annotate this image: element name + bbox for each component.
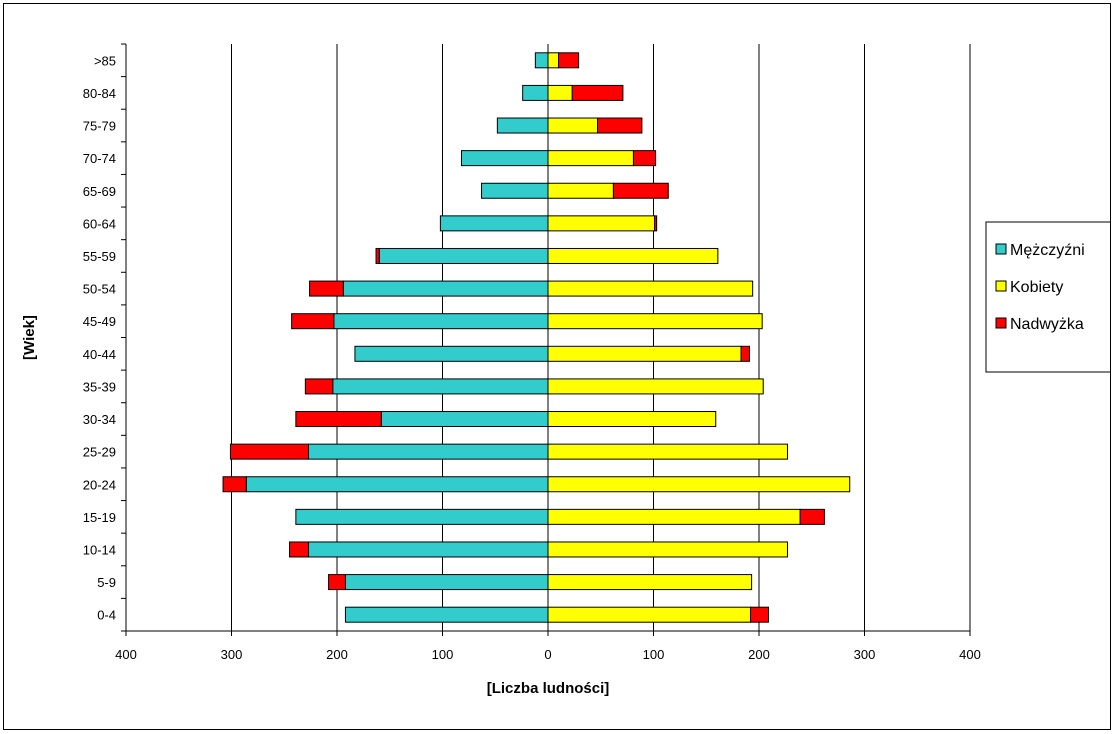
y-tick-label: 50-54 — [83, 282, 116, 297]
bar-surplus-30-34 — [296, 412, 381, 427]
y-tick-label: 20-24 — [83, 477, 116, 492]
legend-label-2: Nadwyżka — [1010, 316, 1084, 333]
bar-surplus-70-74 — [633, 151, 655, 166]
y-tick-label: 60-64 — [83, 216, 116, 231]
y-axis-title: [Wiek] — [21, 315, 38, 360]
bar-women-70-74 — [548, 151, 633, 166]
bar-surplus-75-79 — [598, 118, 642, 133]
bar-men-0-4 — [345, 607, 548, 622]
y-tick-label: >85 — [94, 53, 116, 68]
x-tick-label: 0 — [544, 647, 551, 662]
bar-surplus-35-39 — [305, 379, 332, 394]
legend-swatch-2 — [996, 318, 1006, 328]
bar-women-35-39 — [548, 379, 763, 394]
bar-women-55-59 — [548, 248, 718, 263]
bar-men-30-34 — [381, 412, 548, 427]
bar-men-20-24 — [246, 477, 548, 492]
bar-women-60-64 — [548, 216, 655, 231]
chart-frame: 400 300 200 100 0 100 200 300 400 0-4 5-9 10-14 15-1… — [3, 3, 1111, 730]
bar-surplus-50-54 — [310, 281, 344, 296]
bar-surplus-60-64 — [655, 216, 657, 231]
bar-women-30-34 — [548, 412, 716, 427]
x-tick-label: 400 — [115, 647, 137, 662]
bar-men-75-79 — [497, 118, 548, 133]
y-tick-label: 70-74 — [83, 151, 116, 166]
y-tick-label: 35-39 — [83, 379, 116, 394]
x-tick-label: 200 — [748, 647, 770, 662]
bar-women-15-19 — [548, 509, 800, 524]
bar-women-45-49 — [548, 314, 762, 329]
x-tick-label: 100 — [432, 647, 454, 662]
bar-women-25-29 — [548, 444, 787, 459]
x-axis-title: [Liczba ludności] — [487, 680, 610, 697]
bar-women-40-44 — [548, 346, 741, 361]
y-tick-label: 5-9 — [97, 575, 116, 590]
y-tick-label: 0-4 — [97, 608, 116, 623]
bar-men-15-19 — [296, 509, 548, 524]
bar-men-40-44 — [355, 346, 548, 361]
bar-men-45-49 — [334, 314, 548, 329]
bar-men-5-9 — [345, 575, 548, 590]
bar-surplus-0-4 — [751, 607, 769, 622]
bar-surplus-20-24 — [223, 477, 246, 492]
legend-label-0: Mężczyźni — [1010, 242, 1085, 259]
bar-surplus-10-14 — [290, 542, 309, 557]
y-tick-label: 75-79 — [83, 119, 116, 134]
legend: Mężczyźni Kobiety Nadwyżka — [986, 222, 1110, 372]
bar-women-0-4 — [548, 607, 751, 622]
bar-men-70-74 — [461, 151, 548, 166]
x-tick-label: 300 — [221, 647, 243, 662]
y-tick-label: 25-29 — [83, 445, 116, 460]
population-pyramid-chart: 400 300 200 100 0 100 200 300 400 0-4 5-9 10-14 15-1… — [4, 4, 1110, 729]
bar-women-20-24 — [548, 477, 850, 492]
legend-label-1: Kobiety — [1010, 279, 1063, 296]
bar-men-60-64 — [440, 216, 548, 231]
x-tick-label: 200 — [326, 647, 348, 662]
x-tick-label: 300 — [854, 647, 876, 662]
legend-swatch-0 — [996, 244, 1006, 254]
bar-surplus-15-19 — [800, 509, 824, 524]
legend-swatch-1 — [996, 281, 1006, 291]
bar-men->85 — [535, 53, 548, 68]
bar-women->85 — [548, 53, 559, 68]
y-tick-label: 30-34 — [83, 412, 116, 427]
x-tick-label: 100 — [643, 647, 665, 662]
bar-men-65-69 — [482, 183, 548, 198]
bar-men-10-14 — [309, 542, 548, 557]
y-tick-label: 80-84 — [83, 86, 116, 101]
bar-surplus-45-49 — [292, 314, 334, 329]
bar-women-5-9 — [548, 575, 752, 590]
bar-surplus->85 — [559, 53, 579, 68]
bar-men-50-54 — [343, 281, 548, 296]
y-tick-label: 65-69 — [83, 184, 116, 199]
y-tick-label: 55-59 — [83, 249, 116, 264]
bar-men-35-39 — [333, 379, 548, 394]
bar-surplus-5-9 — [329, 575, 346, 590]
bar-surplus-65-69 — [613, 183, 668, 198]
bar-men-25-29 — [309, 444, 548, 459]
y-tick-label: 15-19 — [83, 510, 116, 525]
bar-men-55-59 — [379, 248, 548, 263]
bar-surplus-80-84 — [572, 85, 623, 100]
bar-men-80-84 — [523, 85, 548, 100]
bar-surplus-55-59 — [376, 248, 379, 263]
y-tick-label: 10-14 — [83, 542, 116, 557]
y-tick-label: 40-44 — [83, 347, 116, 362]
bar-women-80-84 — [548, 85, 572, 100]
bar-women-75-79 — [548, 118, 598, 133]
bar-women-10-14 — [548, 542, 787, 557]
y-tick-label: 45-49 — [83, 314, 116, 329]
bar-women-50-54 — [548, 281, 753, 296]
bar-surplus-25-29 — [230, 444, 308, 459]
bar-women-65-69 — [548, 183, 613, 198]
x-tick-label: 400 — [959, 647, 981, 662]
bar-surplus-40-44 — [741, 346, 749, 361]
